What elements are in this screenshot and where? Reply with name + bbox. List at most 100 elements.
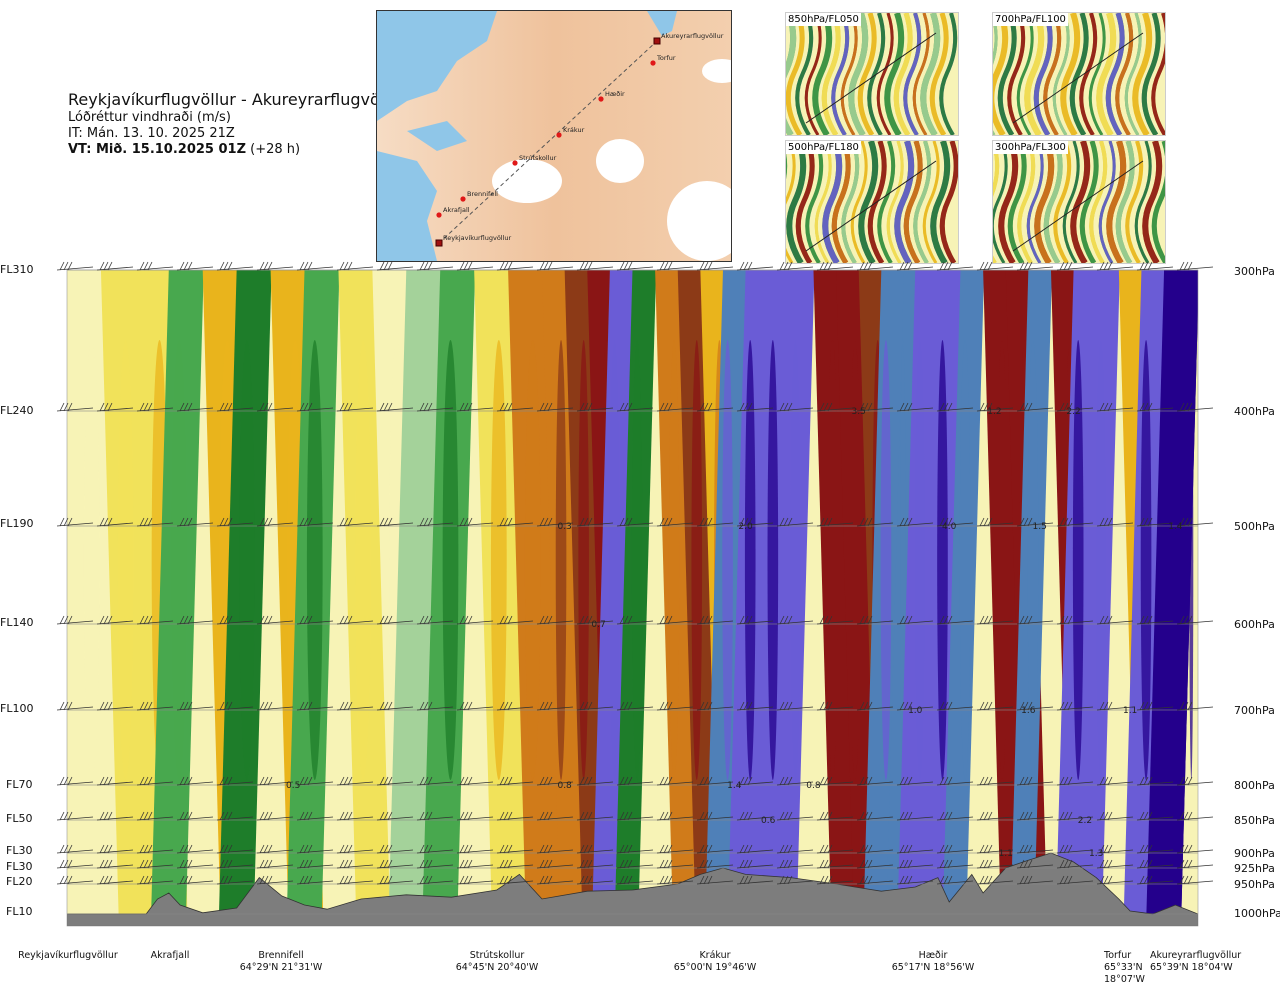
wind-barb bbox=[816, 875, 854, 885]
wind-barb bbox=[1136, 875, 1174, 885]
wind-barb bbox=[1056, 859, 1094, 869]
vv-core bbox=[959, 340, 971, 780]
thumb-300[interactable]: 300hPa/FL300 bbox=[992, 140, 1166, 264]
wind-barb bbox=[296, 859, 334, 869]
wind-barb bbox=[1176, 517, 1214, 527]
waypoint-name: Reykjavíkurflugvöllur bbox=[18, 950, 118, 961]
wind-barb bbox=[456, 615, 494, 625]
wind-barb bbox=[456, 776, 494, 786]
fl-label-10: FL10 bbox=[6, 905, 33, 918]
wind-barb bbox=[616, 615, 654, 625]
wind-barb bbox=[136, 811, 174, 821]
vv-value-label: 2.2 bbox=[1066, 407, 1080, 417]
thumb-field-stroke bbox=[876, 13, 894, 135]
wind-barb bbox=[416, 875, 454, 885]
wind-barb bbox=[696, 844, 734, 854]
vv-value-label: 1.4 bbox=[727, 781, 742, 791]
wind-barb bbox=[216, 859, 254, 869]
wind-barb bbox=[1016, 776, 1054, 786]
wind-barb bbox=[456, 701, 494, 711]
wind-barb bbox=[536, 615, 574, 625]
wind-barb bbox=[256, 701, 294, 711]
thumb-field-stroke bbox=[884, 13, 905, 135]
waypoint-coord: 65°17'N 18°56'W bbox=[891, 962, 975, 973]
wind-barb bbox=[256, 615, 294, 625]
thumb-field-stroke bbox=[850, 141, 868, 263]
wind-barb bbox=[936, 844, 974, 854]
wind-barb bbox=[456, 261, 494, 271]
vv-value-label: 1.6 bbox=[1021, 706, 1036, 716]
wind-barb bbox=[736, 517, 774, 527]
wind-barb bbox=[416, 402, 454, 412]
wind-barb bbox=[936, 859, 974, 869]
wind-barb bbox=[736, 811, 774, 821]
vv-core bbox=[609, 340, 620, 780]
wind-barb bbox=[256, 517, 294, 527]
map-waypoint-marker bbox=[436, 212, 442, 218]
thumb-850[interactable]: 850hPa/FL050 bbox=[785, 12, 959, 136]
wind-barb bbox=[496, 261, 534, 271]
wind-barb bbox=[576, 875, 614, 885]
vv-value-label: 1.4 bbox=[1168, 522, 1183, 532]
wind-barb bbox=[656, 859, 694, 869]
wind-barb bbox=[376, 701, 414, 711]
thumb-field-stroke bbox=[822, 141, 843, 263]
wind-barb bbox=[976, 859, 1014, 869]
thumb-field-stroke bbox=[1151, 141, 1165, 263]
waypoint-torfur: Torfur 65°33'N 18°07'W bbox=[1104, 950, 1145, 986]
thumb-route-line bbox=[805, 160, 937, 252]
wind-barb bbox=[776, 701, 814, 711]
thumb-field-stroke bbox=[993, 141, 1008, 263]
hpa-label-900: 900hPa bbox=[1234, 847, 1275, 860]
waypoint-akureyri: Akureyrarflugvöllur 65°39'N 18°04'W bbox=[1150, 950, 1274, 974]
wind-barb bbox=[336, 875, 374, 885]
wind-barb bbox=[176, 811, 214, 821]
thumb-field-stroke bbox=[1124, 13, 1142, 135]
thumb-field-stroke bbox=[894, 141, 915, 263]
map-airport-marker bbox=[435, 239, 443, 247]
wind-barb bbox=[656, 517, 694, 527]
wind-barb bbox=[856, 615, 894, 625]
thumb-700[interactable]: 700hPa/FL100 bbox=[992, 12, 1166, 136]
wind-barb bbox=[416, 517, 454, 527]
wind-barb bbox=[656, 844, 694, 854]
wind-barb bbox=[336, 615, 374, 625]
wind-barb bbox=[136, 701, 174, 711]
wind-barb bbox=[256, 875, 294, 885]
thumb-field-stroke bbox=[1079, 141, 1099, 263]
wind-barb bbox=[496, 402, 534, 412]
thumb-field-stroke bbox=[893, 13, 913, 135]
wind-barb bbox=[336, 701, 374, 711]
vv-value-label: 0.3 bbox=[557, 522, 571, 532]
wind-barb bbox=[576, 844, 614, 854]
thumb-field-stroke bbox=[1053, 141, 1072, 263]
wind-barb bbox=[616, 875, 654, 885]
wind-barb bbox=[1176, 859, 1214, 869]
wind-barb bbox=[536, 776, 574, 786]
vv-core bbox=[914, 340, 926, 780]
wind-barb bbox=[776, 517, 814, 527]
vv-core bbox=[744, 340, 756, 780]
thumb-field-stroke bbox=[1024, 13, 1045, 135]
map-waypoint-marker bbox=[598, 96, 604, 102]
wind-barb bbox=[816, 701, 854, 711]
wind-barb bbox=[1176, 402, 1214, 412]
vv-core bbox=[524, 340, 541, 780]
thumb-route-line bbox=[805, 32, 937, 124]
wind-barb bbox=[1096, 517, 1134, 527]
thumb-500[interactable]: 500hPa/FL180 bbox=[785, 140, 959, 264]
vv-core bbox=[631, 340, 643, 780]
thumb-route-line bbox=[1012, 160, 1144, 252]
vv-core bbox=[668, 340, 680, 780]
thumb-field-stroke bbox=[786, 13, 797, 135]
wind-barb bbox=[256, 859, 294, 869]
wind-barb bbox=[816, 844, 854, 854]
wind-barb bbox=[376, 811, 414, 821]
thumb-field-stroke bbox=[913, 141, 932, 263]
wind-barb bbox=[96, 859, 134, 869]
wind-barb bbox=[1136, 844, 1174, 854]
vv-core bbox=[555, 340, 567, 780]
map-place-label: Akureyrarflugvöllur bbox=[661, 32, 724, 40]
thumb-field-stroke bbox=[1069, 13, 1089, 135]
wind-barb bbox=[776, 261, 814, 271]
